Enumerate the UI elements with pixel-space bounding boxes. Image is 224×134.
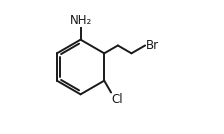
Text: Cl: Cl — [112, 93, 123, 106]
Text: Br: Br — [146, 39, 159, 52]
Text: NH₂: NH₂ — [69, 14, 92, 27]
